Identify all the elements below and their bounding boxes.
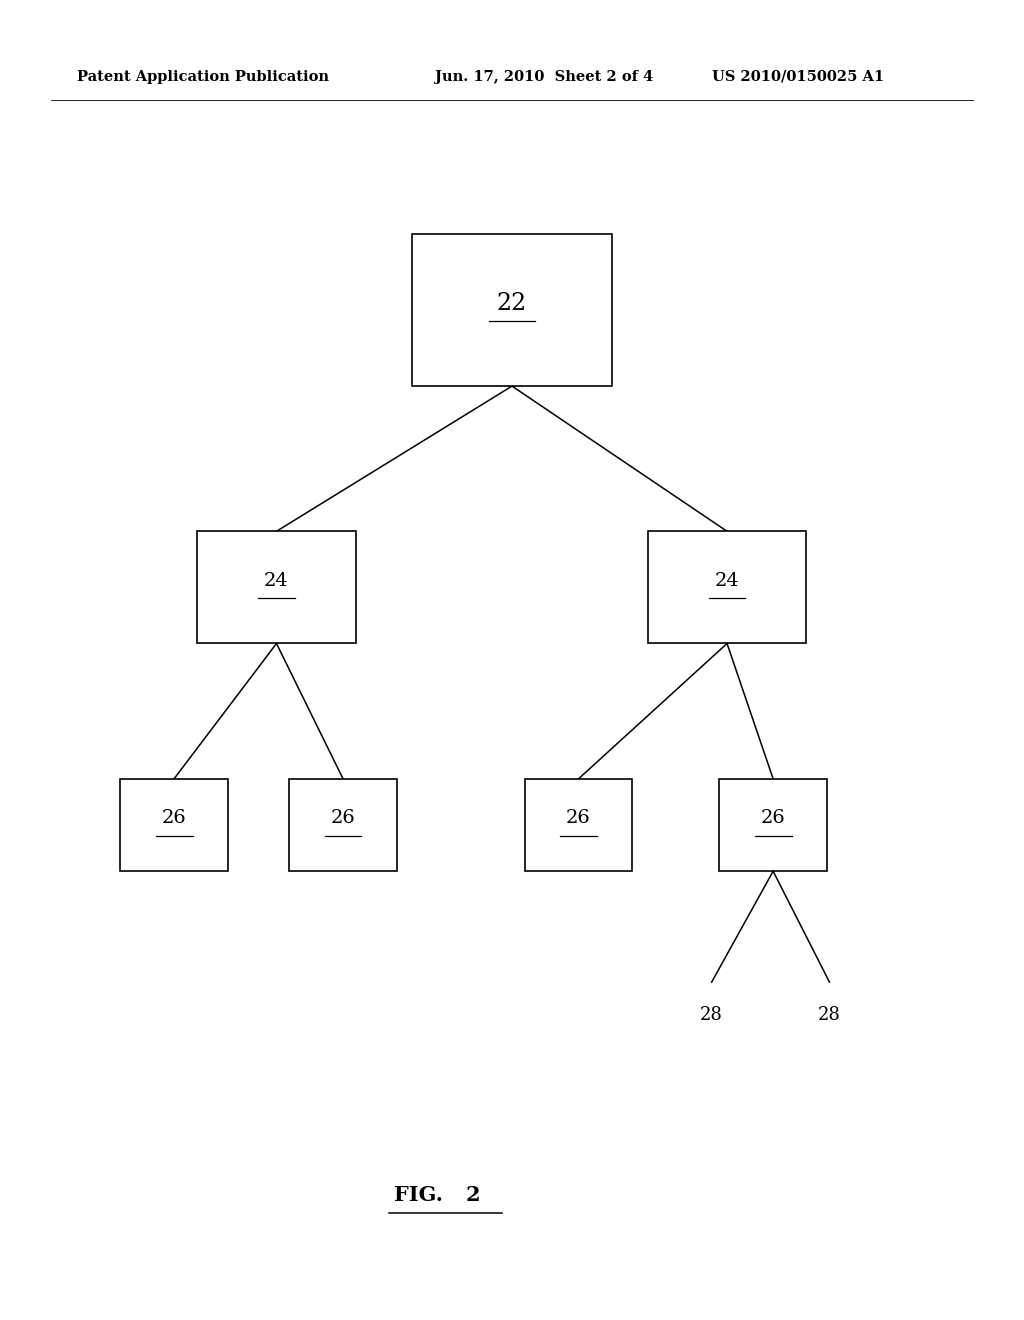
Text: 26: 26 [761,809,785,828]
Bar [524,779,632,871]
Bar [197,531,356,643]
Text: 24: 24 [715,572,739,590]
Bar [412,235,611,385]
Bar [121,779,228,871]
Text: 28: 28 [818,1006,841,1024]
Text: Jun. 17, 2010  Sheet 2 of 4: Jun. 17, 2010 Sheet 2 of 4 [435,70,653,83]
Bar [719,779,827,871]
Text: 24: 24 [264,572,289,590]
Text: FIG.: FIG. [394,1185,443,1205]
Text: 26: 26 [566,809,591,828]
Text: 26: 26 [331,809,355,828]
Text: 28: 28 [700,1006,723,1024]
Text: US 2010/0150025 A1: US 2010/0150025 A1 [712,70,884,83]
Bar [290,779,397,871]
Text: 2: 2 [466,1185,480,1205]
Text: Patent Application Publication: Patent Application Publication [77,70,329,83]
Text: 26: 26 [162,809,186,828]
Bar [647,531,807,643]
Text: 22: 22 [497,292,527,315]
